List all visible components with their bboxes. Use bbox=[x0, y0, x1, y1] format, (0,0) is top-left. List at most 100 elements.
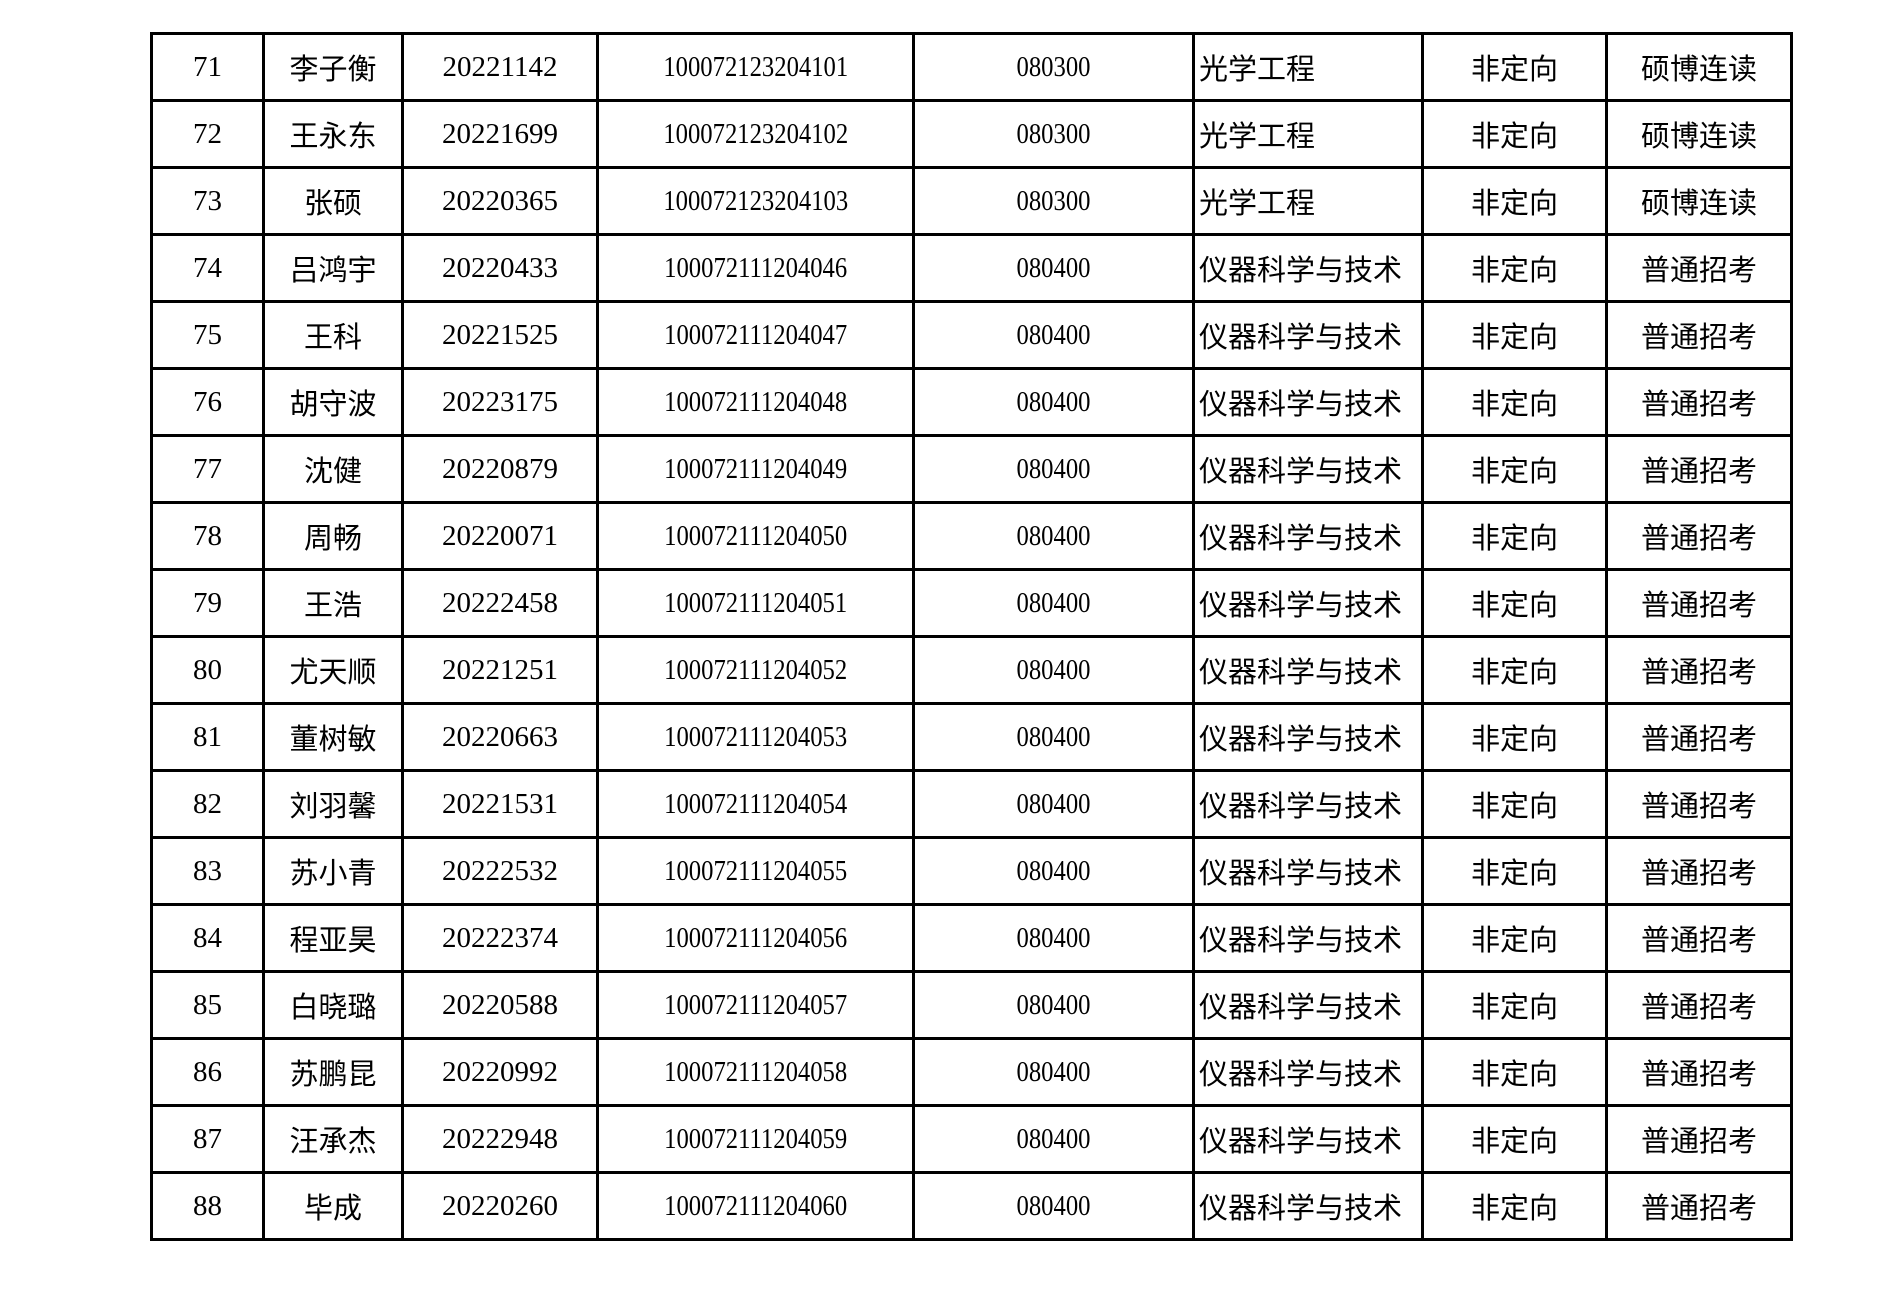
exam-id-text: 100072123204103 bbox=[663, 184, 848, 217]
major-code-text: 080400 bbox=[1016, 921, 1091, 954]
seq-cell: 74 bbox=[150, 233, 265, 303]
student-id-cell: 20220365 bbox=[401, 166, 599, 236]
orientation-cell: 非定向 bbox=[1421, 769, 1608, 839]
major-name-text: 仪器科学与技术 bbox=[1199, 389, 1403, 421]
major-name-cell: 仪器科学与技术 bbox=[1192, 836, 1424, 906]
major-code-cell: 080400 bbox=[912, 233, 1195, 303]
admission-type-text: 普通招考 bbox=[1640, 925, 1757, 957]
exam-id-cell: 100072111204047 bbox=[596, 300, 915, 370]
seq-cell: 82 bbox=[150, 769, 265, 839]
seq-cell: 86 bbox=[150, 1037, 265, 1107]
name-cell: 沈健 bbox=[262, 434, 404, 504]
name-cell: 刘羽馨 bbox=[262, 769, 404, 839]
major-name-cell: 仪器科学与技术 bbox=[1192, 367, 1424, 437]
major-code-text: 080400 bbox=[1016, 720, 1091, 753]
orientation-cell: 非定向 bbox=[1421, 635, 1608, 705]
name-text: 周畅 bbox=[303, 523, 362, 555]
student-id-text: 20221699 bbox=[442, 117, 558, 150]
orientation-cell: 非定向 bbox=[1421, 32, 1608, 102]
student-id-text: 20221531 bbox=[442, 787, 558, 820]
major-name-cell: 仪器科学与技术 bbox=[1192, 1171, 1424, 1241]
table-row: 88 毕成 20220260 100072111204060 080400 仪器科学与技术… bbox=[150, 1171, 1793, 1241]
major-name-text: 仪器科学与技术 bbox=[1199, 925, 1403, 957]
major-name-text: 光学工程 bbox=[1199, 54, 1316, 86]
table-row: 86 苏鹏昆 20220992 100072111204058 080400 仪器科学与技… bbox=[150, 1037, 1793, 1107]
major-name-text: 仪器科学与技术 bbox=[1199, 858, 1403, 890]
seq-text: 86 bbox=[193, 1055, 222, 1088]
orientation-text: 非定向 bbox=[1470, 1059, 1558, 1091]
major-code-cell: 080400 bbox=[912, 769, 1195, 839]
student-id-text: 20221251 bbox=[442, 653, 558, 686]
student-id-text: 20221142 bbox=[442, 50, 558, 83]
major-name-text: 仪器科学与技术 bbox=[1199, 523, 1403, 555]
name-text: 刘羽馨 bbox=[289, 791, 377, 823]
student-id-cell: 20220663 bbox=[401, 702, 599, 772]
name-cell: 白晓璐 bbox=[262, 970, 404, 1040]
student-id-cell: 20221251 bbox=[401, 635, 599, 705]
major-name-text: 光学工程 bbox=[1199, 121, 1316, 153]
seq-text: 78 bbox=[193, 519, 222, 552]
name-text: 张硕 bbox=[303, 188, 362, 220]
major-code-text: 080300 bbox=[1016, 50, 1091, 83]
major-code-cell: 080400 bbox=[912, 1171, 1195, 1241]
admission-type-text: 普通招考 bbox=[1640, 724, 1757, 756]
major-name-text: 仪器科学与技术 bbox=[1199, 724, 1403, 756]
major-name-text: 仪器科学与技术 bbox=[1199, 992, 1403, 1024]
student-id-text: 20220433 bbox=[442, 251, 558, 284]
seq-cell: 78 bbox=[150, 501, 265, 571]
exam-id-cell: 100072111204055 bbox=[596, 836, 915, 906]
major-name-text: 仪器科学与技术 bbox=[1199, 322, 1403, 354]
major-code-cell: 080400 bbox=[912, 501, 1195, 571]
admission-type-cell: 普通招考 bbox=[1605, 1037, 1793, 1107]
name-text: 沈健 bbox=[303, 456, 362, 488]
table-row: 76 胡守波 20223175 100072111204048 080400 仪器科学与技… bbox=[150, 367, 1793, 437]
exam-id-cell: 100072111204058 bbox=[596, 1037, 915, 1107]
major-name-cell: 仪器科学与技术 bbox=[1192, 769, 1424, 839]
admission-type-cell: 硕博连读 bbox=[1605, 32, 1793, 102]
seq-text: 71 bbox=[193, 50, 222, 83]
seq-cell: 83 bbox=[150, 836, 265, 906]
exam-id-cell: 100072123204102 bbox=[596, 99, 915, 169]
major-name-text: 仪器科学与技术 bbox=[1199, 1059, 1403, 1091]
seq-text: 88 bbox=[193, 1189, 222, 1222]
orientation-cell: 非定向 bbox=[1421, 903, 1608, 973]
name-text: 王浩 bbox=[303, 590, 362, 622]
exam-id-cell: 100072111204049 bbox=[596, 434, 915, 504]
orientation-text: 非定向 bbox=[1470, 121, 1558, 153]
major-code-cell: 080400 bbox=[912, 300, 1195, 370]
admission-type-cell: 普通招考 bbox=[1605, 702, 1793, 772]
orientation-text: 非定向 bbox=[1470, 590, 1558, 622]
exam-id-text: 100072123204101 bbox=[663, 50, 848, 83]
student-id-text: 20223175 bbox=[442, 385, 558, 418]
major-code-text: 080400 bbox=[1016, 385, 1091, 418]
student-id-text: 20220071 bbox=[442, 519, 558, 552]
name-text: 王科 bbox=[303, 322, 362, 354]
name-text: 李子衡 bbox=[289, 54, 377, 86]
exam-id-text: 100072111204055 bbox=[663, 854, 848, 887]
major-code-text: 080300 bbox=[1016, 117, 1091, 150]
admission-type-text: 普通招考 bbox=[1640, 1059, 1757, 1091]
student-id-text: 20222458 bbox=[442, 586, 558, 619]
exam-id-text: 100072111204050 bbox=[663, 519, 848, 552]
seq-cell: 84 bbox=[150, 903, 265, 973]
student-id-text: 20222948 bbox=[442, 1122, 558, 1155]
seq-text: 73 bbox=[193, 184, 222, 217]
major-name-cell: 仪器科学与技术 bbox=[1192, 635, 1424, 705]
major-code-text: 080400 bbox=[1016, 988, 1091, 1021]
orientation-text: 非定向 bbox=[1470, 456, 1558, 488]
seq-text: 80 bbox=[193, 653, 222, 686]
admission-type-text: 普通招考 bbox=[1640, 1126, 1757, 1158]
student-id-text: 20222374 bbox=[442, 921, 558, 954]
name-cell: 吕鸿宇 bbox=[262, 233, 404, 303]
name-text: 毕成 bbox=[303, 1193, 362, 1225]
admission-type-cell: 硕博连读 bbox=[1605, 99, 1793, 169]
student-id-cell: 20222948 bbox=[401, 1104, 599, 1174]
orientation-cell: 非定向 bbox=[1421, 99, 1608, 169]
name-text: 汪承杰 bbox=[289, 1126, 377, 1158]
seq-cell: 88 bbox=[150, 1171, 265, 1241]
major-code-text: 080400 bbox=[1016, 1189, 1091, 1222]
orientation-text: 非定向 bbox=[1470, 523, 1558, 555]
orientation-cell: 非定向 bbox=[1421, 836, 1608, 906]
exam-id-text: 100072111204053 bbox=[663, 720, 848, 753]
orientation-cell: 非定向 bbox=[1421, 1104, 1608, 1174]
